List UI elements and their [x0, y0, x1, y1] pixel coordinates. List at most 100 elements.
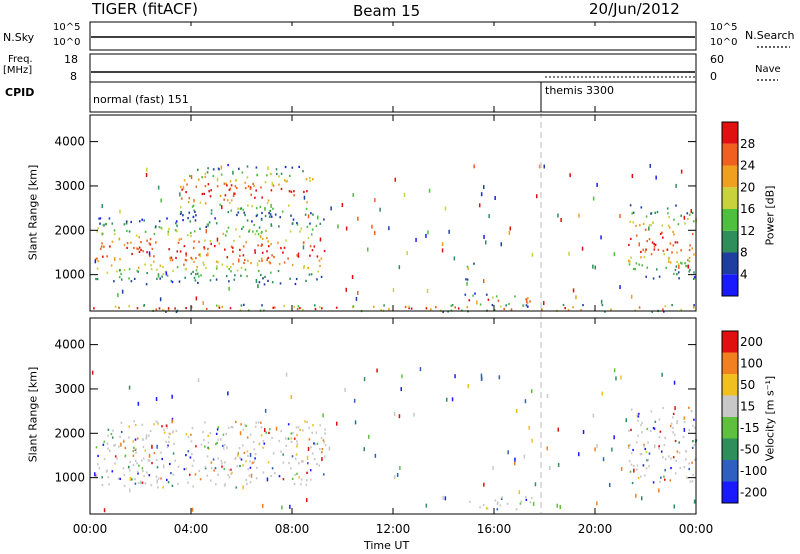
echo-cell [685, 450, 688, 453]
echo-cell [693, 304, 695, 307]
echo-cell [205, 225, 207, 229]
echo-cell [546, 394, 549, 399]
echo-cell [136, 437, 139, 440]
echo-cell [242, 485, 244, 490]
x-axis-label: Time UT [364, 539, 410, 552]
echo-cell [180, 185, 182, 189]
echo-cell [108, 217, 111, 220]
echo-cell [118, 237, 121, 240]
echo-cell [380, 309, 382, 312]
echo-cell [278, 440, 281, 443]
echo-cell [110, 264, 113, 267]
echo-cell [602, 457, 605, 462]
echo-cell [559, 505, 561, 510]
echo-cell [297, 252, 300, 255]
echo-cell [191, 427, 194, 430]
echo-cell [226, 230, 228, 233]
echo-cell [233, 278, 236, 281]
echo-cell [194, 279, 197, 282]
echo-cell [268, 261, 271, 264]
echo-cell [135, 451, 137, 454]
echo-cell [639, 224, 641, 227]
echo-cell [164, 270, 167, 273]
echo-cell [261, 211, 263, 215]
echo-cell [660, 476, 662, 479]
echo-cell [145, 437, 147, 440]
echo-cell [688, 270, 691, 273]
echo-cell [670, 467, 672, 470]
echo-cell [254, 457, 256, 460]
echo-cell [324, 455, 326, 458]
echo-cell [254, 249, 256, 252]
echo-cell [319, 237, 322, 242]
echo-cell [166, 274, 169, 277]
echo-cell [258, 269, 260, 273]
echo-cell [345, 287, 347, 292]
echo-cell [480, 192, 483, 197]
echo-cell [223, 198, 225, 201]
echo-cell [161, 457, 163, 461]
echo-cell [96, 278, 99, 281]
echo-cell [654, 243, 657, 246]
echo-cell [153, 423, 155, 426]
echo-cell [193, 200, 195, 203]
x-tick-label: 04:00 [174, 522, 209, 536]
echo-cell [128, 436, 130, 439]
echo-cell [110, 433, 113, 436]
echo-cell [217, 457, 219, 460]
echo-cell [691, 232, 694, 236]
echo-cell [661, 224, 664, 227]
echo-cell [216, 428, 219, 431]
echo-cell [96, 230, 98, 233]
x-tick-label: 12:00 [376, 522, 411, 536]
echo-cell [171, 419, 173, 424]
echo-cell [165, 271, 168, 276]
echo-cell [664, 469, 666, 472]
colorbar-tick-label: -15 [740, 421, 760, 435]
echo-cell [255, 421, 257, 424]
echo-cell [674, 268, 677, 272]
echo-cell [246, 450, 249, 453]
echo-cell [224, 234, 227, 237]
echo-cell [197, 378, 200, 383]
echo-cell [161, 227, 163, 230]
echo-cell [260, 426, 263, 429]
echo-cell [101, 232, 104, 235]
echo-cell [406, 251, 408, 256]
echo-cell [413, 412, 415, 417]
echo-cell [627, 444, 630, 447]
echo-cell [284, 165, 287, 169]
echo-cell [659, 480, 661, 483]
echo-cell [175, 220, 178, 223]
echo-cell [371, 224, 373, 229]
echo-cell [151, 444, 153, 449]
echo-cell [487, 298, 490, 301]
echo-cell [281, 210, 284, 213]
echo-cell [642, 248, 644, 251]
echo-cell [116, 270, 118, 273]
echo-cell [672, 431, 674, 434]
echo-cell [473, 262, 475, 265]
echo-cell [651, 310, 653, 313]
echo-cell [227, 426, 230, 429]
echo-cell [207, 225, 209, 228]
echo-cell [640, 250, 642, 254]
echo-cell [290, 440, 293, 443]
echo-cell [206, 223, 209, 226]
echo-cell [219, 203, 221, 206]
echo-cell [146, 272, 148, 275]
echo-cell [249, 481, 252, 484]
echo-cell [305, 483, 308, 486]
echo-cell [155, 420, 158, 423]
echo-cell [295, 277, 298, 281]
echo-cell [198, 469, 201, 473]
echo-cell [307, 214, 310, 219]
echo-cell [250, 193, 252, 196]
echo-cell [582, 304, 584, 307]
echo-cell [113, 444, 115, 447]
echo-cell [187, 201, 190, 204]
echo-cell [143, 474, 145, 478]
echo-cell [658, 275, 661, 278]
echo-cell [663, 310, 665, 313]
echo-cell [322, 439, 325, 442]
